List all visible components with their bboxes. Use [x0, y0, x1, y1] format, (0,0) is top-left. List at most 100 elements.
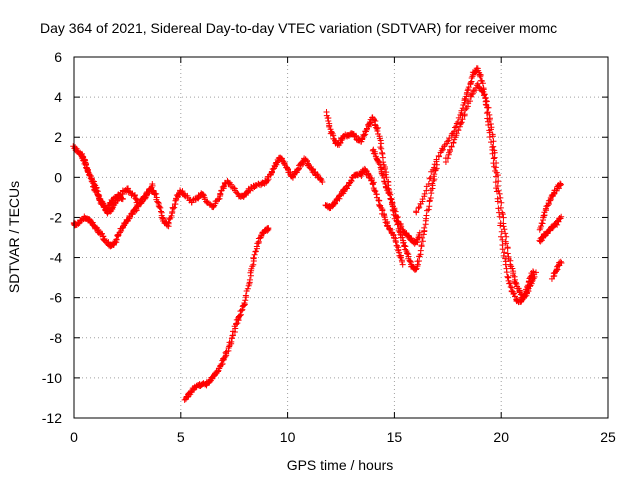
data-point	[497, 222, 504, 229]
data-point	[119, 196, 126, 203]
data-point	[555, 218, 562, 225]
data-point	[210, 203, 217, 210]
data-point	[417, 247, 424, 254]
data-point	[369, 181, 376, 188]
data-point	[493, 169, 500, 176]
data-point	[215, 196, 222, 203]
y-tick-label: -10	[42, 370, 62, 386]
data-point	[376, 161, 383, 168]
data-point	[498, 233, 505, 240]
data-point	[361, 132, 368, 139]
data-point	[398, 223, 405, 230]
data-point	[557, 181, 564, 188]
data-point	[281, 160, 288, 167]
data-point	[458, 107, 465, 114]
data-point	[265, 225, 272, 232]
data-point	[441, 143, 448, 150]
axis-ticks: -12 -10 -8 -6 -4 -2 0 2 4 6 0 5 10 15 20 25	[42, 49, 616, 445]
x-tick-label: 15	[387, 429, 403, 445]
data-point	[413, 265, 420, 272]
data-point	[507, 280, 514, 287]
series-arc-e	[323, 108, 440, 273]
data-point	[532, 269, 539, 276]
data-point	[233, 320, 240, 327]
data-point	[382, 171, 389, 178]
data-point	[497, 194, 504, 201]
data-point	[405, 232, 412, 239]
data-point	[490, 143, 497, 150]
data-point	[153, 190, 160, 197]
data-point	[450, 139, 457, 146]
data-point	[486, 133, 493, 140]
x-tick-label: 0	[70, 429, 78, 445]
chart-title: Day 364 of 2021, Sidereal Day-to-day VTE…	[40, 20, 557, 36]
y-tick-label: 4	[54, 89, 62, 105]
data-point	[90, 183, 97, 190]
data-point	[390, 231, 397, 238]
grid	[74, 57, 608, 418]
data-point	[228, 338, 235, 345]
data-point	[529, 268, 536, 275]
data-point	[171, 204, 178, 211]
data-point	[489, 133, 496, 140]
data-point	[94, 192, 101, 199]
data-point	[234, 320, 241, 327]
data-point	[250, 254, 257, 261]
data-point	[509, 265, 516, 272]
data-point	[510, 290, 517, 297]
data-point	[500, 252, 507, 259]
data-point	[499, 246, 506, 253]
data-point	[165, 219, 172, 226]
data-point	[374, 128, 381, 135]
data-point	[375, 124, 382, 131]
data-point	[337, 140, 344, 147]
data-point	[494, 172, 501, 179]
data-point	[372, 150, 379, 157]
data-point	[494, 182, 501, 189]
data-point	[435, 152, 442, 159]
x-tick-label: 25	[600, 429, 616, 445]
data-point	[181, 190, 188, 197]
data-point	[425, 206, 432, 213]
data-point	[413, 208, 420, 215]
data-point	[448, 143, 455, 150]
data-point	[496, 190, 503, 197]
data-point	[416, 204, 423, 211]
x-tick-label: 5	[177, 429, 185, 445]
data-point	[393, 214, 400, 221]
data-point	[486, 116, 493, 123]
data-point	[383, 174, 390, 181]
data-point	[174, 193, 181, 200]
data-point	[453, 130, 460, 137]
data-point	[444, 138, 451, 145]
data-point	[418, 242, 425, 249]
data-point	[155, 199, 162, 206]
series-arc-i	[442, 80, 539, 301]
data-point	[504, 250, 511, 257]
data-point	[378, 170, 385, 177]
data-point	[503, 269, 510, 276]
series-arc-g	[369, 146, 423, 247]
data-point	[558, 260, 565, 267]
data-point	[388, 195, 395, 202]
y-tick-label: 6	[54, 49, 62, 65]
data-point	[407, 258, 414, 265]
data-point	[113, 236, 120, 243]
data-point	[319, 179, 326, 186]
data-point	[89, 178, 96, 185]
data-point	[557, 258, 564, 265]
data-point	[242, 292, 249, 299]
data-point	[421, 224, 428, 231]
series-arc-c	[77, 150, 126, 213]
data-point	[82, 162, 89, 169]
plot-frame	[73, 56, 609, 419]
data-point	[246, 187, 253, 194]
data-point	[373, 191, 380, 198]
data-point	[504, 245, 511, 252]
data-point	[391, 207, 398, 214]
y-axis-label: SDTVAR / TECUs	[6, 181, 22, 293]
data-point	[501, 249, 508, 256]
data-point	[499, 211, 506, 218]
data-point	[238, 307, 245, 314]
